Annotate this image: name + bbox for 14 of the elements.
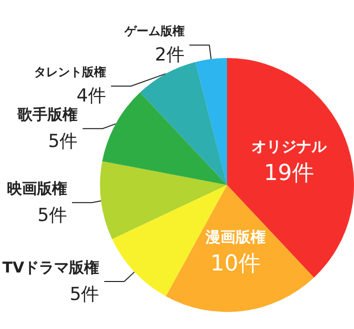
data-label: 10件 [210,251,260,276]
data-label: 5件 [70,284,100,306]
data-label: 2件 [154,44,184,66]
slice-label: 漫画版権 [204,228,266,246]
slice-label: 歌手版権 [16,106,78,124]
slice-label: ゲーム版権 [123,24,184,38]
data-label: 5件 [38,205,67,226]
data-label: 5件 [48,131,78,152]
data-label: 19件 [264,161,314,186]
slice-label: 映画版権 [6,180,67,198]
slice-label: オリジナル [251,138,328,156]
slice-label: TVドラマ版権 [2,258,100,277]
slice-label: タレント版権 [34,65,106,80]
data-label: 4件 [76,86,106,107]
